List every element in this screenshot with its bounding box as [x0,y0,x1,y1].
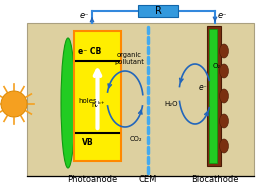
Text: e⁻ CB: e⁻ CB [78,47,101,56]
Bar [209,29,217,163]
Text: O₂: O₂ [213,63,221,69]
Text: e⁻: e⁻ [80,11,89,20]
Ellipse shape [219,44,229,58]
Bar [74,31,121,161]
Text: H₂O: H₂O [164,101,177,107]
Text: Photoanode: Photoanode [67,175,117,184]
Text: Biocathode: Biocathode [191,175,239,184]
Text: VB: VB [82,138,94,147]
Bar [27,23,254,176]
Ellipse shape [219,64,229,78]
Bar [138,5,178,17]
Circle shape [1,91,27,117]
Ellipse shape [61,38,75,168]
Text: e⁻: e⁻ [199,83,208,92]
Text: R: R [154,6,162,16]
Bar [207,26,221,166]
Text: organic
pollutant: organic pollutant [114,52,144,65]
Ellipse shape [219,139,229,153]
Text: CEM: CEM [139,175,157,184]
Text: e⁻: e⁻ [218,11,228,20]
Text: holes: holes [78,98,97,104]
Text: hᵥᵇ⁺: hᵥᵇ⁺ [92,102,105,108]
Ellipse shape [219,114,229,128]
Ellipse shape [219,89,229,103]
Text: CO₂: CO₂ [130,136,143,142]
